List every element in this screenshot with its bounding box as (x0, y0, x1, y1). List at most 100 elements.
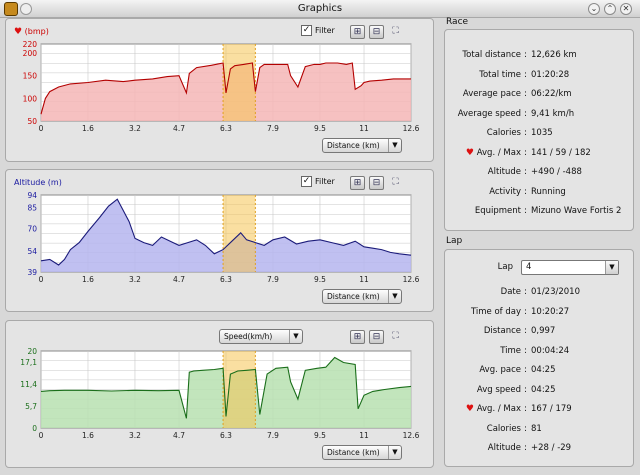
app-icon[interactable] (4, 2, 18, 16)
speed-x-axis-select[interactable]: Distance (km) ▼ (322, 445, 402, 460)
lap-highlight (223, 351, 256, 428)
info-row: Average pace:06:22/km (445, 89, 635, 101)
info-row-label-text: Average pace (462, 89, 521, 99)
info-row: Altitude: +490 / -488 (445, 167, 635, 179)
info-row-separator: : (524, 365, 527, 375)
fit-icon[interactable]: ⛶ (392, 177, 399, 187)
info-row-separator: : (524, 384, 527, 395)
altitude-chart[interactable]: 0 1.6 3.2 4.7 6.3 7.9 9.5 11 12.6 39 54 70 85 94 (6, 192, 433, 292)
x-tick-label: 4.7 (173, 431, 185, 440)
window-title: Graphics (297, 3, 343, 14)
heart-rate-x-axis-value: Distance (km) (327, 141, 380, 150)
info-row-label-text: Date (500, 287, 521, 297)
minimize-icon[interactable]: ⌄ (588, 3, 600, 15)
zoom-in-icon[interactable]: ⊞ (350, 25, 365, 39)
heart-icon: ♥ (465, 404, 474, 414)
info-row-separator: : (524, 423, 527, 434)
altitude-x-axis-select[interactable]: Distance (km) ▼ (322, 289, 402, 304)
info-row: Activity: Running (445, 187, 635, 199)
zoom-in-icon[interactable]: ⊞ (350, 330, 365, 344)
info-row-value: Mizuno Wave Fortis 2 (531, 206, 622, 216)
info-row-separator: : (524, 186, 527, 197)
x-tick-label: 6.3 (220, 431, 232, 440)
y-tick-label: 11,4 (20, 380, 37, 389)
info-row: Avg. pace:04:25 (445, 365, 635, 377)
info-row-label-text: Avg. / Max (476, 147, 521, 158)
info-row-value: 04:25 (531, 384, 556, 395)
x-tick-label: 1.6 (82, 275, 94, 284)
info-row-label: Distance (484, 326, 521, 336)
zoom-out-icon[interactable]: ⊟ (369, 176, 384, 190)
info-row-label-text: Equipment (474, 206, 521, 216)
altitude-filter[interactable]: ✓ Filter (301, 176, 335, 187)
altitude-filter-checkbox[interactable]: ✓ (301, 176, 312, 187)
info-row: ♥ Avg. / Max:141 / 59 / 182 (445, 148, 635, 160)
speed-panel: Speed(km/h) ▼ ⊞ ⊟ ⛶ 0 1.6 3.2 4.7 6.3 7.9 9.5 1… (5, 320, 434, 468)
heart-rate-filter-checkbox[interactable]: ✓ (301, 25, 312, 36)
info-row-label-text: Average speed (457, 108, 521, 119)
x-tick-label: 11 (359, 124, 369, 133)
info-row-label: Activity (489, 187, 521, 197)
heart-rate-title: ♥ (bmp) (14, 27, 49, 37)
info-row-separator: : (524, 404, 527, 414)
lap-select-row: Lap (445, 262, 635, 274)
fit-icon[interactable]: ⛶ (392, 331, 399, 341)
y-tick-label: 220 (23, 41, 38, 49)
info-row: Average speed:9,41 km/h (445, 109, 635, 121)
heart-icon: ♥ (14, 27, 23, 37)
y-tick-label: 70 (27, 225, 37, 234)
y-tick-label: 85 (27, 204, 37, 213)
window-titlebar: Graphics ⌄ ⌃ ✕ (0, 0, 640, 18)
info-row-separator: : (524, 326, 527, 336)
info-row-label: Average pace (463, 89, 521, 99)
lap-select[interactable]: 4 ▼ (521, 260, 619, 275)
info-row-label-text: Time (500, 345, 521, 356)
speed-x-axis-value: Distance (km) (327, 448, 380, 457)
info-row-separator: : (524, 89, 527, 99)
window-menu-icon[interactable] (20, 3, 32, 15)
altitude-panel: Altitude (m) ✓ Filter ⊞ ⊟ ⛶ 0 1.6 3.2 4.7 6.… (5, 169, 434, 312)
x-tick-label: 9.5 (314, 124, 326, 133)
info-row-separator: : (524, 206, 527, 216)
y-tick-label: 0 (32, 424, 37, 433)
info-row-label: ♥ Avg. / Max (466, 148, 521, 158)
y-tick-label: 200 (23, 49, 38, 58)
info-row: Distance:0,997 (445, 326, 635, 338)
zoom-out-icon[interactable]: ⊟ (369, 25, 384, 39)
info-row-separator: : (524, 167, 527, 177)
info-row-label-text: Avg. / Max (476, 404, 521, 414)
chevron-down-icon: ▼ (605, 261, 618, 274)
race-heading: Race (446, 17, 469, 27)
y-tick-label: 100 (23, 94, 38, 103)
info-row-separator: : (524, 306, 527, 317)
heart-rate-filter[interactable]: ✓ Filter (301, 25, 335, 36)
close-icon[interactable]: ✕ (620, 3, 632, 15)
y-tick-label: 17,1 (20, 358, 37, 367)
x-tick-label: 7.9 (267, 431, 279, 440)
x-tick-label: 11 (359, 275, 369, 284)
info-row-label: Date (501, 287, 521, 297)
info-row-value: 10:20:27 (531, 306, 570, 317)
maximize-icon[interactable]: ⌃ (604, 3, 616, 15)
altitude-title: Altitude (m) (14, 178, 62, 187)
heart-icon: ♥ (465, 147, 474, 158)
info-row-label: Avg. pace (479, 365, 521, 375)
info-row-value: Running (531, 186, 566, 197)
series-line (40, 198, 412, 266)
zoom-out-icon[interactable]: ⊟ (369, 330, 384, 344)
zoom-in-icon[interactable]: ⊞ (350, 176, 365, 190)
y-tick-label: 50 (27, 117, 37, 126)
x-tick-label: 9.5 (314, 431, 326, 440)
info-row-label: Average speed (458, 109, 521, 119)
info-row-label: Avg speed (477, 385, 521, 395)
metric-select[interactable]: Speed(km/h) ▼ (219, 329, 303, 344)
speed-chart[interactable]: 0 1.6 3.2 4.7 6.3 7.9 9.5 11 12.6 0 5,7 11,4 17,1 20 (6, 348, 433, 448)
series-area (41, 357, 411, 428)
info-row: Time:00:04:24 (445, 346, 635, 358)
heart-rate-x-axis-select[interactable]: Distance (km) ▼ (322, 138, 402, 153)
y-tick-label: 150 (23, 72, 38, 81)
info-row-value: 141 / 59 / 182 (531, 147, 591, 158)
altitude-x-axis-value: Distance (km) (327, 292, 380, 301)
fit-icon[interactable]: ⛶ (392, 26, 399, 36)
